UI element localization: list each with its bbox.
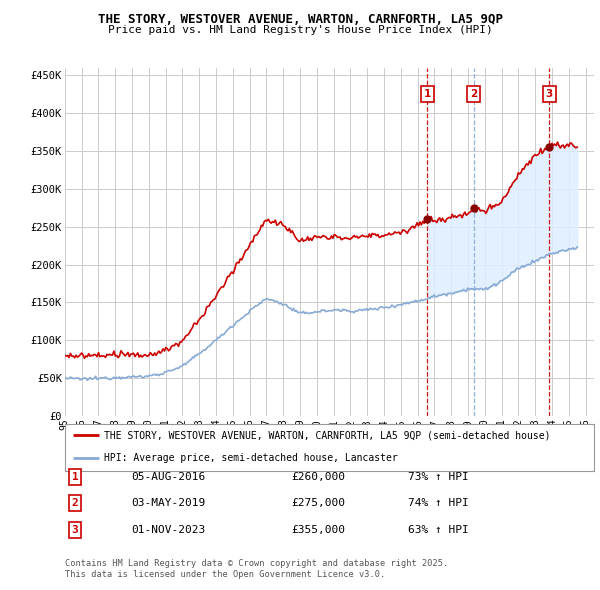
Text: Contains HM Land Registry data © Crown copyright and database right 2025.
This d: Contains HM Land Registry data © Crown c…	[65, 559, 448, 579]
Text: 3: 3	[71, 525, 79, 535]
Text: £355,000: £355,000	[291, 525, 345, 535]
Text: £275,000: £275,000	[291, 499, 345, 508]
Text: 1: 1	[424, 89, 431, 99]
Text: THE STORY, WESTOVER AVENUE, WARTON, CARNFORTH, LA5 9QP (semi-detached house): THE STORY, WESTOVER AVENUE, WARTON, CARN…	[104, 431, 551, 440]
Text: 1: 1	[71, 472, 79, 481]
Text: THE STORY, WESTOVER AVENUE, WARTON, CARNFORTH, LA5 9QP: THE STORY, WESTOVER AVENUE, WARTON, CARN…	[97, 13, 503, 26]
Text: 2: 2	[470, 89, 477, 99]
Text: £260,000: £260,000	[291, 472, 345, 481]
Text: 05-AUG-2016: 05-AUG-2016	[131, 472, 205, 481]
Text: 63% ↑ HPI: 63% ↑ HPI	[407, 525, 469, 535]
Text: 01-NOV-2023: 01-NOV-2023	[131, 525, 205, 535]
Text: 73% ↑ HPI: 73% ↑ HPI	[407, 472, 469, 481]
Text: 2: 2	[71, 499, 79, 508]
Text: Price paid vs. HM Land Registry's House Price Index (HPI): Price paid vs. HM Land Registry's House …	[107, 25, 493, 35]
Text: 3: 3	[545, 89, 553, 99]
Text: 74% ↑ HPI: 74% ↑ HPI	[407, 499, 469, 508]
Text: HPI: Average price, semi-detached house, Lancaster: HPI: Average price, semi-detached house,…	[104, 453, 398, 463]
Text: 03-MAY-2019: 03-MAY-2019	[131, 499, 205, 508]
